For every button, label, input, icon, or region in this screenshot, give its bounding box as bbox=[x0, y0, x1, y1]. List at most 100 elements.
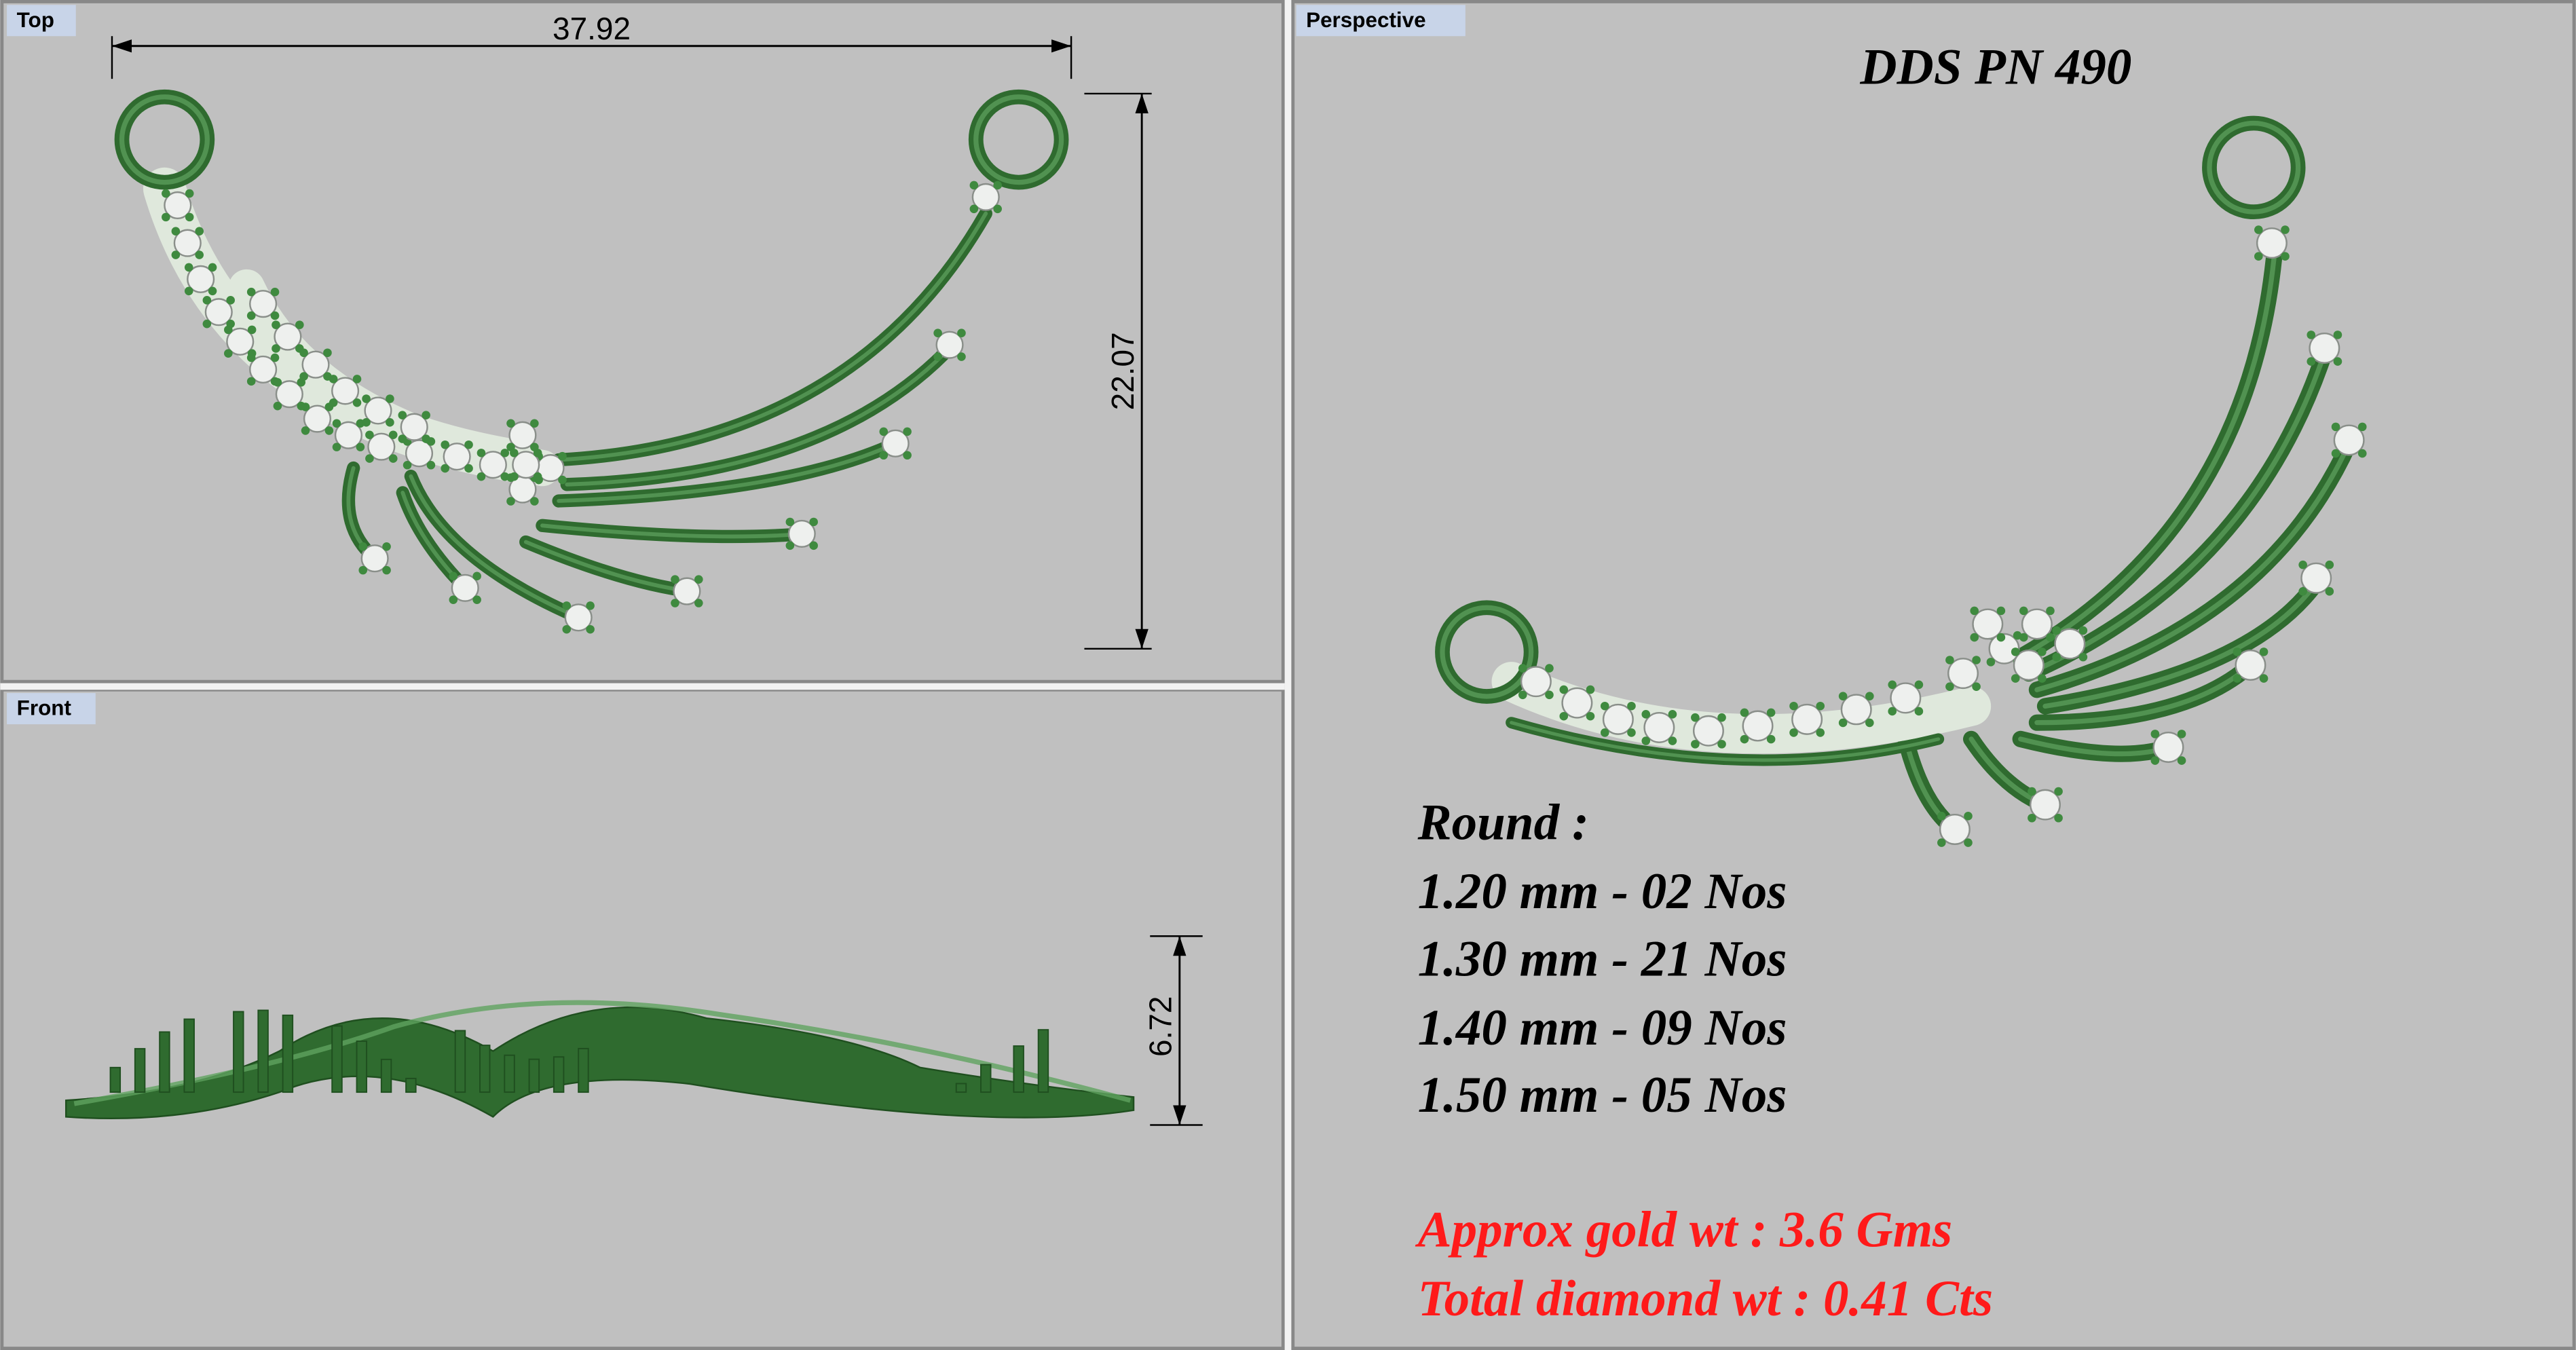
prong bbox=[184, 263, 193, 272]
diamond bbox=[2309, 332, 2340, 364]
prong bbox=[2331, 422, 2340, 432]
stone-heading: Round : bbox=[1417, 794, 1589, 850]
prong bbox=[2052, 626, 2061, 635]
prong bbox=[879, 451, 889, 460]
viewport-tab[interactable] bbox=[7, 5, 76, 37]
prong-post bbox=[405, 1077, 417, 1093]
diamond bbox=[1692, 715, 1724, 747]
prong bbox=[533, 472, 542, 481]
prong bbox=[356, 443, 365, 451]
prong bbox=[1789, 728, 1798, 737]
perspective-viewport[interactable] bbox=[1291, 0, 2576, 1350]
prong bbox=[1627, 701, 1636, 711]
diamond bbox=[275, 380, 303, 409]
diamond bbox=[479, 451, 507, 479]
prong bbox=[362, 394, 371, 403]
viewport-label: Perspective bbox=[1306, 8, 1426, 32]
diamond-weight: Total diamond wt : 0.41 Cts bbox=[1418, 1271, 1993, 1327]
prong bbox=[1766, 708, 1776, 717]
prong-post bbox=[380, 1058, 392, 1093]
prong bbox=[2078, 652, 2088, 662]
prong bbox=[558, 451, 567, 461]
diamond bbox=[367, 432, 396, 461]
prong bbox=[1816, 728, 1825, 737]
diamond bbox=[164, 191, 192, 220]
prong bbox=[224, 325, 233, 335]
diamond bbox=[249, 355, 278, 384]
prong-post bbox=[980, 1064, 992, 1093]
prong bbox=[1586, 685, 1595, 694]
prong bbox=[671, 575, 679, 584]
prong bbox=[2028, 787, 2036, 796]
design-title: DDS PN 490 bbox=[1859, 39, 2131, 95]
prong bbox=[1865, 718, 1874, 728]
prong bbox=[2177, 756, 2186, 765]
diamond bbox=[935, 331, 964, 359]
prong bbox=[809, 541, 818, 550]
prong bbox=[1691, 713, 1700, 722]
prong bbox=[1740, 708, 1749, 717]
prong bbox=[382, 542, 391, 551]
prong bbox=[171, 250, 181, 259]
prong bbox=[171, 227, 181, 236]
top-viewport[interactable] bbox=[0, 0, 1285, 683]
viewport-tab[interactable] bbox=[1296, 5, 1466, 37]
prong bbox=[2078, 626, 2088, 635]
prong bbox=[1996, 606, 2006, 616]
prong bbox=[246, 311, 256, 320]
diamond bbox=[2029, 789, 2061, 821]
prong bbox=[246, 353, 256, 362]
prong bbox=[449, 595, 458, 604]
prong bbox=[472, 571, 481, 581]
viewport-tab[interactable] bbox=[7, 693, 96, 725]
prong bbox=[562, 624, 572, 634]
prong-post bbox=[1013, 1045, 1024, 1093]
jump-ring-highlight bbox=[119, 94, 210, 185]
diamond bbox=[1520, 666, 1552, 698]
prong bbox=[933, 329, 942, 338]
prong bbox=[184, 286, 193, 296]
prong bbox=[208, 286, 217, 296]
prong bbox=[1865, 692, 1874, 701]
prong-post bbox=[578, 1047, 589, 1093]
prong bbox=[2038, 674, 2047, 683]
prong bbox=[1545, 664, 1554, 673]
diamond bbox=[187, 265, 215, 293]
diamond bbox=[2054, 628, 2086, 660]
prong bbox=[2298, 587, 2307, 596]
prong bbox=[2357, 422, 2367, 432]
prong bbox=[2281, 252, 2290, 261]
prong bbox=[2325, 587, 2334, 596]
prong bbox=[246, 287, 256, 297]
prong bbox=[2046, 633, 2055, 642]
prong bbox=[1838, 692, 1848, 701]
diamond bbox=[508, 421, 537, 449]
prong bbox=[464, 440, 473, 449]
prong bbox=[1937, 838, 1946, 847]
diamond bbox=[400, 413, 428, 441]
diamond bbox=[1643, 711, 1675, 743]
prong bbox=[1970, 633, 1979, 642]
stone-size: 1.20 mm - 02 Nos bbox=[1418, 863, 1787, 920]
prong bbox=[464, 464, 473, 473]
prong bbox=[246, 377, 256, 386]
prong bbox=[2254, 225, 2263, 234]
prong bbox=[506, 497, 515, 506]
prong bbox=[398, 434, 407, 443]
prong bbox=[270, 353, 280, 362]
dimension-label: 6.72 bbox=[1143, 996, 1178, 1057]
prong bbox=[329, 375, 338, 383]
diamond bbox=[2021, 608, 2053, 640]
prong bbox=[1600, 728, 1609, 737]
diamond bbox=[2152, 731, 2184, 763]
prong bbox=[2331, 449, 2340, 458]
prong bbox=[386, 418, 394, 427]
prong bbox=[2307, 331, 2316, 339]
prong bbox=[1996, 633, 2006, 642]
prong-post bbox=[504, 1054, 515, 1093]
prong bbox=[1888, 680, 1897, 690]
prong bbox=[324, 426, 334, 435]
jewelry-model bbox=[65, 89, 2367, 1120]
prong bbox=[933, 352, 942, 361]
